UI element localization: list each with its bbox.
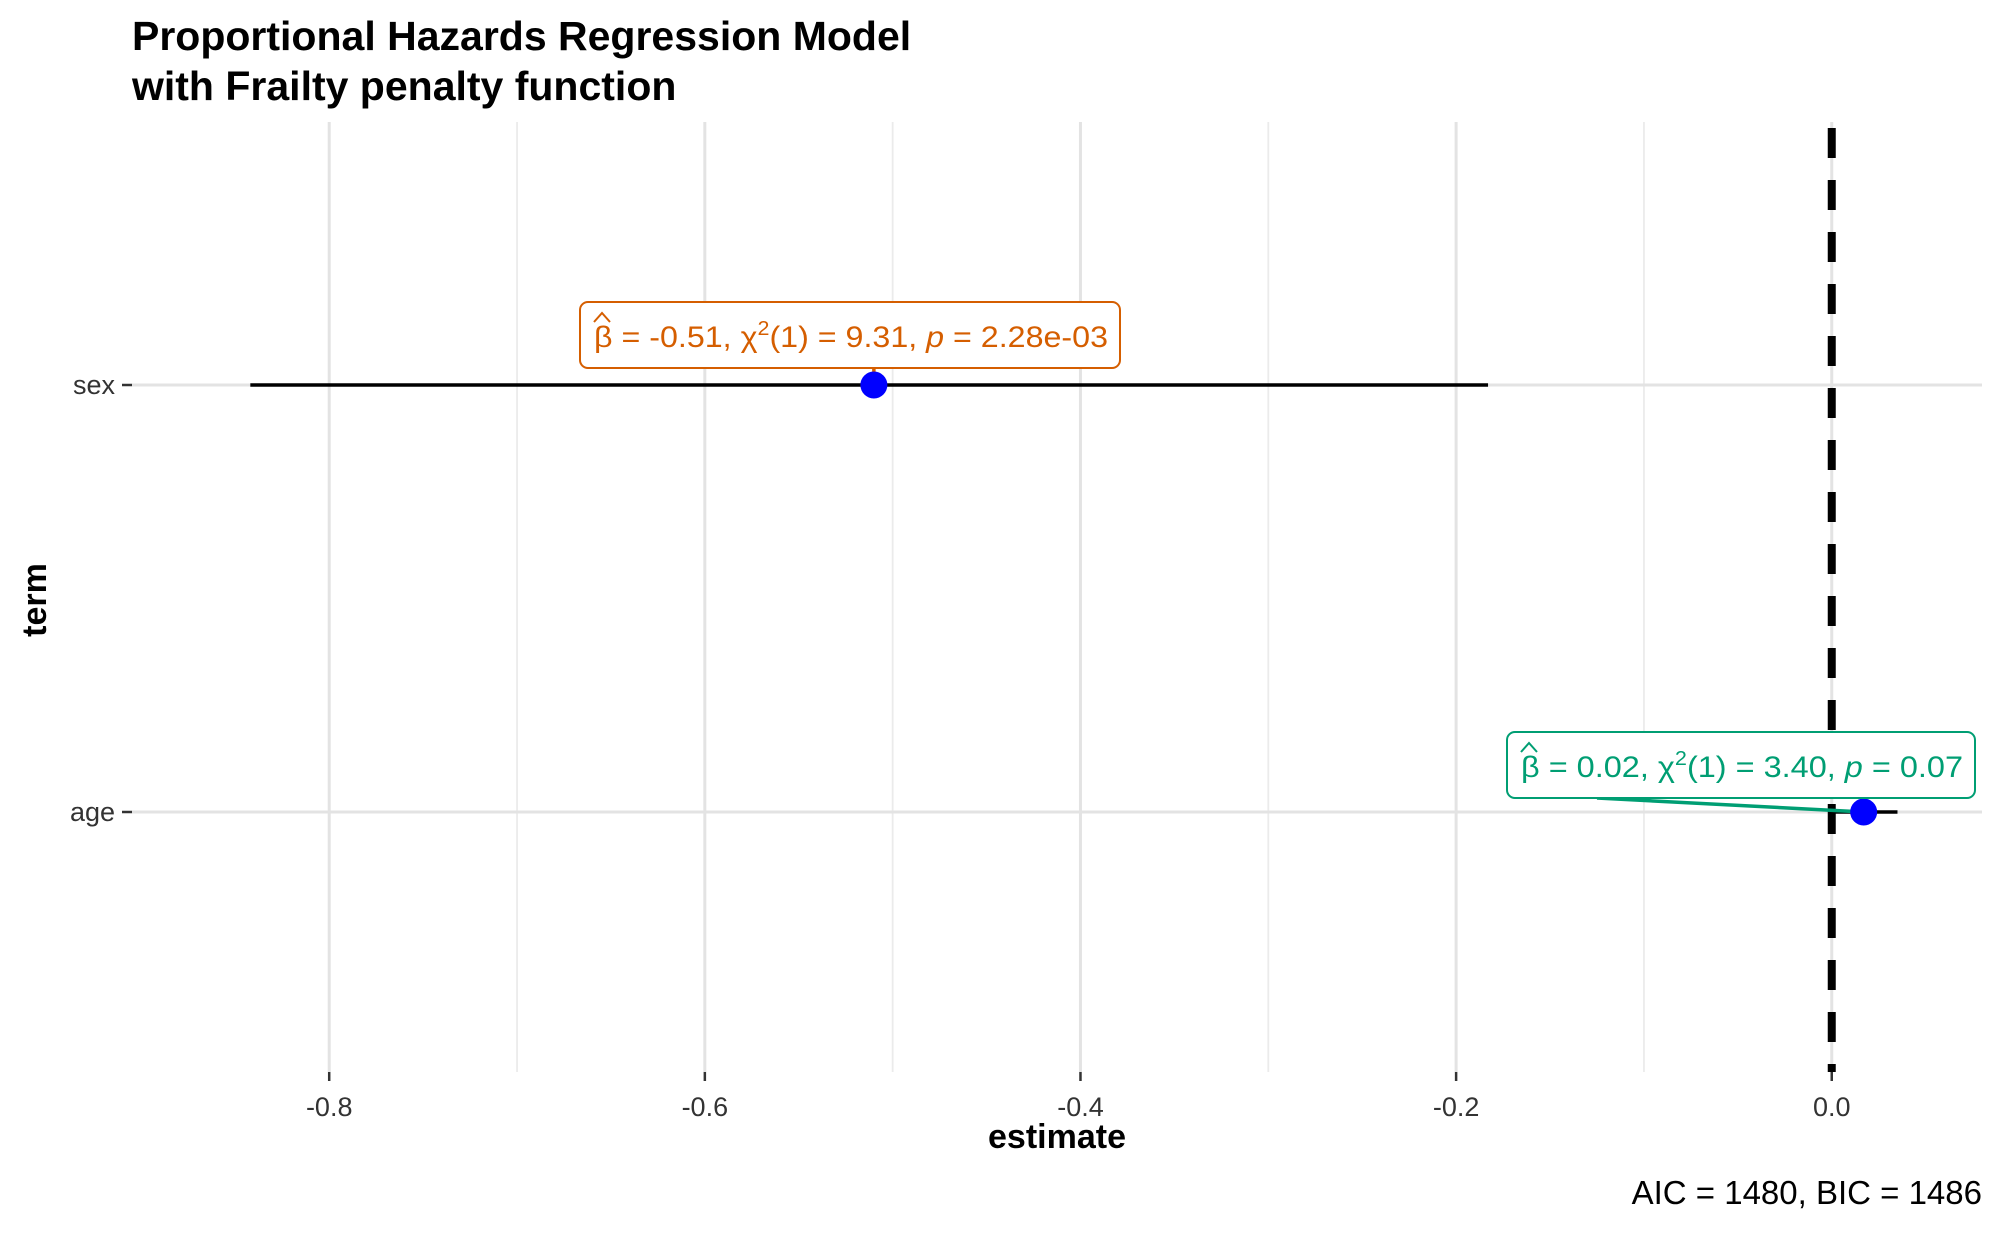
stat-label-box-sex [579, 301, 1121, 369]
chart-subtitle: with Frailty penalty function [131, 63, 676, 109]
stat-label-box-age [1506, 731, 1976, 799]
y-axis-title: term [16, 563, 54, 637]
x-tick-label: -0.4 [1057, 1092, 1104, 1122]
stat-label-age: β = 0.02, χ2(1) = 3.40, p = 0.07 [1506, 731, 1976, 799]
stat-label-text-sex: β = -0.51, χ2(1) = 9.31, p = 2.28e-03 [594, 318, 1108, 354]
axes: -0.8 -0.6 -0.4 -0.2 0.0 sex age [70, 370, 1851, 1122]
label-layer: β = -0.51, χ2(1) = 9.31, p = 2.28e-03 β =… [579, 301, 1976, 799]
beta-hat-mark [1520, 741, 1538, 753]
y-tick-label-age: age [70, 797, 115, 827]
x-tick-label: 0.0 [1813, 1092, 1851, 1122]
y-tick-label-sex: sex [73, 370, 116, 400]
stat-label-text-age: β = 0.02, χ2(1) = 3.40, p = 0.07 [1521, 748, 1963, 784]
x-tick-label: -0.6 [682, 1092, 729, 1122]
label-segment-age [1596, 796, 1864, 814]
beta-hat-mark [593, 311, 611, 323]
x-tick-label: -0.2 [1433, 1092, 1480, 1122]
x-axis-title: estimate [988, 1118, 1126, 1156]
estimate-point-sex [860, 371, 888, 399]
x-tick-label: -0.8 [306, 1092, 353, 1122]
stat-label-sex: β = -0.51, χ2(1) = 9.31, p = 2.28e-03 [579, 301, 1121, 369]
estimate-point-age [1850, 798, 1878, 826]
model-fit-caption: AIC = 1480, BIC = 1486 [1632, 1174, 1982, 1211]
chart-title: Proportional Hazards Regression Model [132, 13, 911, 59]
point-layer [860, 371, 1878, 826]
grid [132, 122, 1982, 1072]
